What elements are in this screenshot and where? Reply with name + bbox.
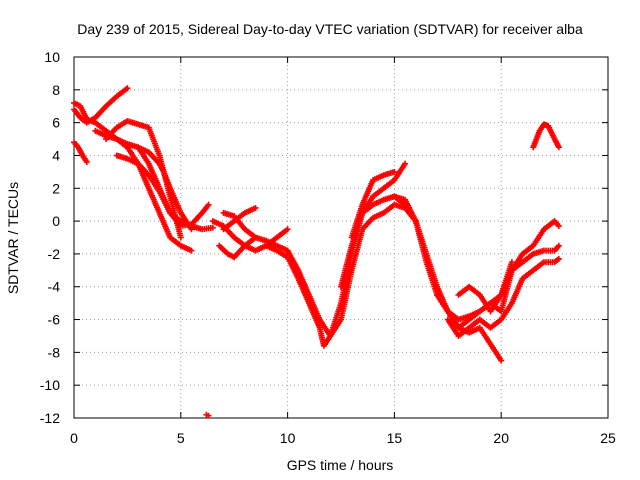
- data-point: [188, 247, 195, 254]
- series-track-13: [284, 201, 419, 339]
- series-track-18: [444, 255, 562, 339]
- series-track-11: [220, 204, 259, 233]
- series-track-16: [391, 193, 562, 323]
- series-track-7: [135, 144, 195, 233]
- x-tick-label: 5: [177, 430, 185, 446]
- x-tick-label: 10: [280, 430, 296, 446]
- data-point: [205, 412, 212, 419]
- series-track-19: [455, 259, 515, 315]
- data-point: [188, 226, 195, 233]
- y-tick-labels: -12 -10 -8 -6 -4 -2 0 2 4 6 8 10: [40, 49, 60, 426]
- data-points: [71, 85, 562, 419]
- y-tick-label: -4: [48, 279, 61, 295]
- y-axis-label: SDTVAR / TECUs: [5, 182, 21, 294]
- series-track-6: [113, 152, 212, 230]
- x-tick-label: 25: [600, 430, 616, 446]
- y-tick-label: -2: [48, 246, 61, 262]
- y-tick-label: 6: [52, 115, 60, 131]
- data-point: [555, 255, 562, 262]
- y-tick-label: 8: [52, 82, 60, 98]
- data-point: [498, 357, 505, 364]
- series-track-20: [530, 121, 562, 151]
- y-tick-label: -12: [40, 410, 60, 426]
- data-point: [124, 85, 131, 92]
- plot-frame: [73, 56, 609, 419]
- x-axis-label: GPS time / hours: [287, 457, 394, 473]
- y-tick-label: 0: [52, 213, 60, 229]
- data-point: [284, 226, 291, 233]
- series-track-15: [348, 168, 398, 241]
- x-tick-label: 15: [387, 430, 403, 446]
- y-tick-label: 10: [44, 49, 60, 65]
- data-point: [508, 259, 515, 266]
- chart-title: Day 239 of 2015, Sidereal Day-to-day VTE…: [77, 21, 583, 37]
- series-track-10: [216, 234, 259, 261]
- x-tick-label: 20: [493, 430, 509, 446]
- grid-lines: [74, 57, 608, 418]
- data-point: [205, 201, 212, 208]
- y-tick-label: 4: [52, 147, 60, 163]
- data-point: [391, 168, 398, 175]
- y-tick-label: -8: [48, 344, 61, 360]
- data-point: [252, 204, 259, 211]
- y-tick-label: 2: [52, 180, 60, 196]
- series-track-2: [71, 139, 90, 166]
- data-point: [555, 242, 562, 249]
- data-point: [177, 234, 184, 241]
- data-point: [555, 223, 562, 230]
- series-outlier: [203, 411, 212, 419]
- data-point: [252, 234, 259, 241]
- axis-ticks: [73, 56, 609, 419]
- x-tick-labels: 0 5 10 15 20 25: [70, 430, 616, 446]
- data-point: [209, 224, 216, 231]
- data-point: [83, 159, 90, 166]
- data-point: [402, 160, 409, 167]
- y-tick-label: -6: [48, 312, 61, 328]
- y-tick-label: -10: [40, 377, 60, 393]
- data-point: [555, 144, 562, 151]
- x-tick-label: 0: [70, 430, 78, 446]
